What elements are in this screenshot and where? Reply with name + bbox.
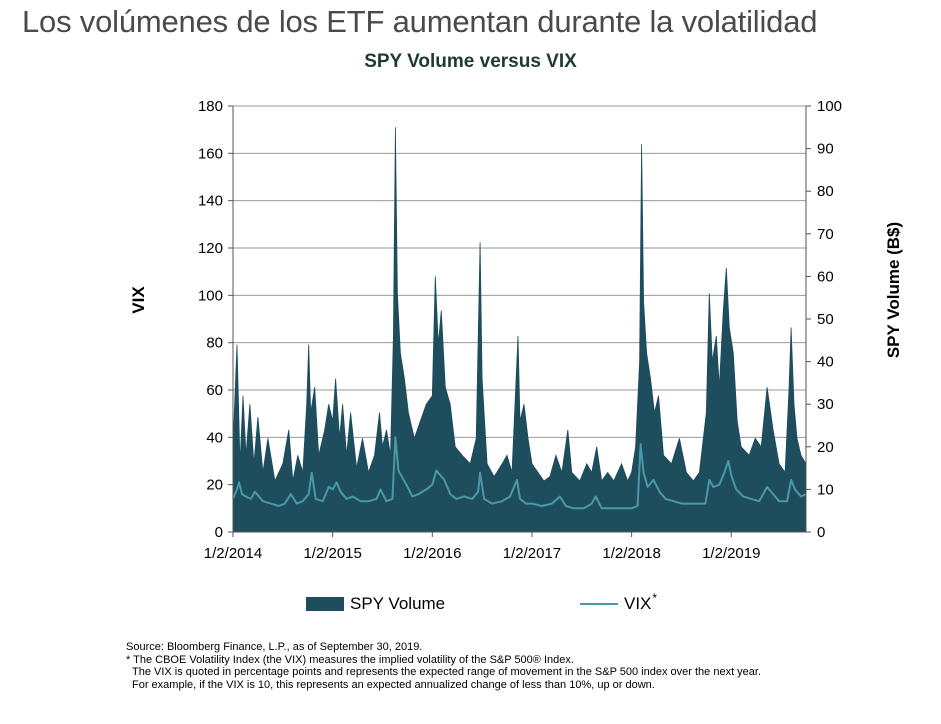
axes: 0 20 40 60 80 100 120 140 160 180 0 10 20 30 40 50 60 70 8… bbox=[198, 98, 842, 562]
left-tick-label: 80 bbox=[206, 335, 223, 352]
chart-notes: Source: Bloomberg Finance, L.P., as of S… bbox=[126, 641, 761, 691]
footnote-line-4: For example, if the VIX is 10, this repr… bbox=[132, 678, 655, 691]
page-headline: Los volúmenes de los ETF aumentan durant… bbox=[22, 4, 818, 39]
volume-area-layer bbox=[232, 127, 807, 533]
footnote-vix: * The CBOE Volatility Index (the VIX) me… bbox=[126, 653, 574, 666]
legend-swatch-volume bbox=[306, 597, 344, 611]
x-tick-label: 1/2/2015 bbox=[303, 545, 361, 562]
left-tick-label: 180 bbox=[198, 98, 223, 115]
left-axis-label: VIX bbox=[129, 286, 148, 314]
x-tick-label: 1/2/2014 bbox=[204, 545, 262, 562]
right-tick-label: 60 bbox=[817, 268, 834, 285]
left-tick-label: 40 bbox=[206, 429, 223, 446]
source-note: Source: Bloomberg Finance, L.P., as of S… bbox=[126, 641, 423, 653]
left-tick-label: 120 bbox=[198, 240, 223, 257]
legend-vix-asterisk: * bbox=[652, 591, 658, 605]
right-tick-label: 70 bbox=[817, 226, 834, 243]
right-tick-label: 90 bbox=[817, 141, 834, 158]
right-tick-label: 30 bbox=[817, 396, 834, 413]
legend-item-volume: SPY Volume bbox=[306, 594, 445, 614]
right-tick-label: 0 bbox=[817, 524, 825, 541]
left-tick-label: 140 bbox=[198, 193, 223, 210]
right-tick-label: 50 bbox=[817, 311, 834, 328]
left-tick-label: 60 bbox=[206, 382, 223, 399]
volume-area bbox=[232, 127, 807, 533]
left-tick-label: 0 bbox=[215, 524, 223, 541]
legend-label-volume: SPY Volume bbox=[350, 594, 446, 613]
x-tick-label: 1/2/2017 bbox=[503, 545, 561, 562]
right-axis-label: SPY Volume (B$) bbox=[884, 222, 903, 358]
legend-label-vix: VIX bbox=[624, 594, 652, 613]
legend-swatch-vix bbox=[580, 603, 618, 605]
right-tick-label: 20 bbox=[817, 439, 834, 456]
vix-line-layer bbox=[232, 436, 807, 510]
left-tick-label: 20 bbox=[206, 477, 223, 494]
footnote-line-3: The VIX is quoted in percentage points a… bbox=[132, 666, 762, 678]
right-tick-label: 40 bbox=[817, 354, 834, 371]
right-tick-label: 80 bbox=[817, 183, 834, 200]
chart-title: SPY Volume versus VIX bbox=[364, 51, 577, 72]
left-tick-label: 160 bbox=[198, 145, 223, 162]
right-tick-label: 100 bbox=[817, 98, 842, 115]
left-tick-label: 100 bbox=[198, 287, 223, 304]
x-tick-label: 1/2/2016 bbox=[403, 545, 461, 562]
right-tick-label: 10 bbox=[817, 481, 834, 498]
x-tick-label: 1/2/2018 bbox=[602, 545, 660, 562]
x-tick-label: 1/2/2019 bbox=[702, 545, 760, 562]
legend-item-vix: VIX * bbox=[580, 591, 658, 614]
vix-line bbox=[232, 436, 807, 510]
